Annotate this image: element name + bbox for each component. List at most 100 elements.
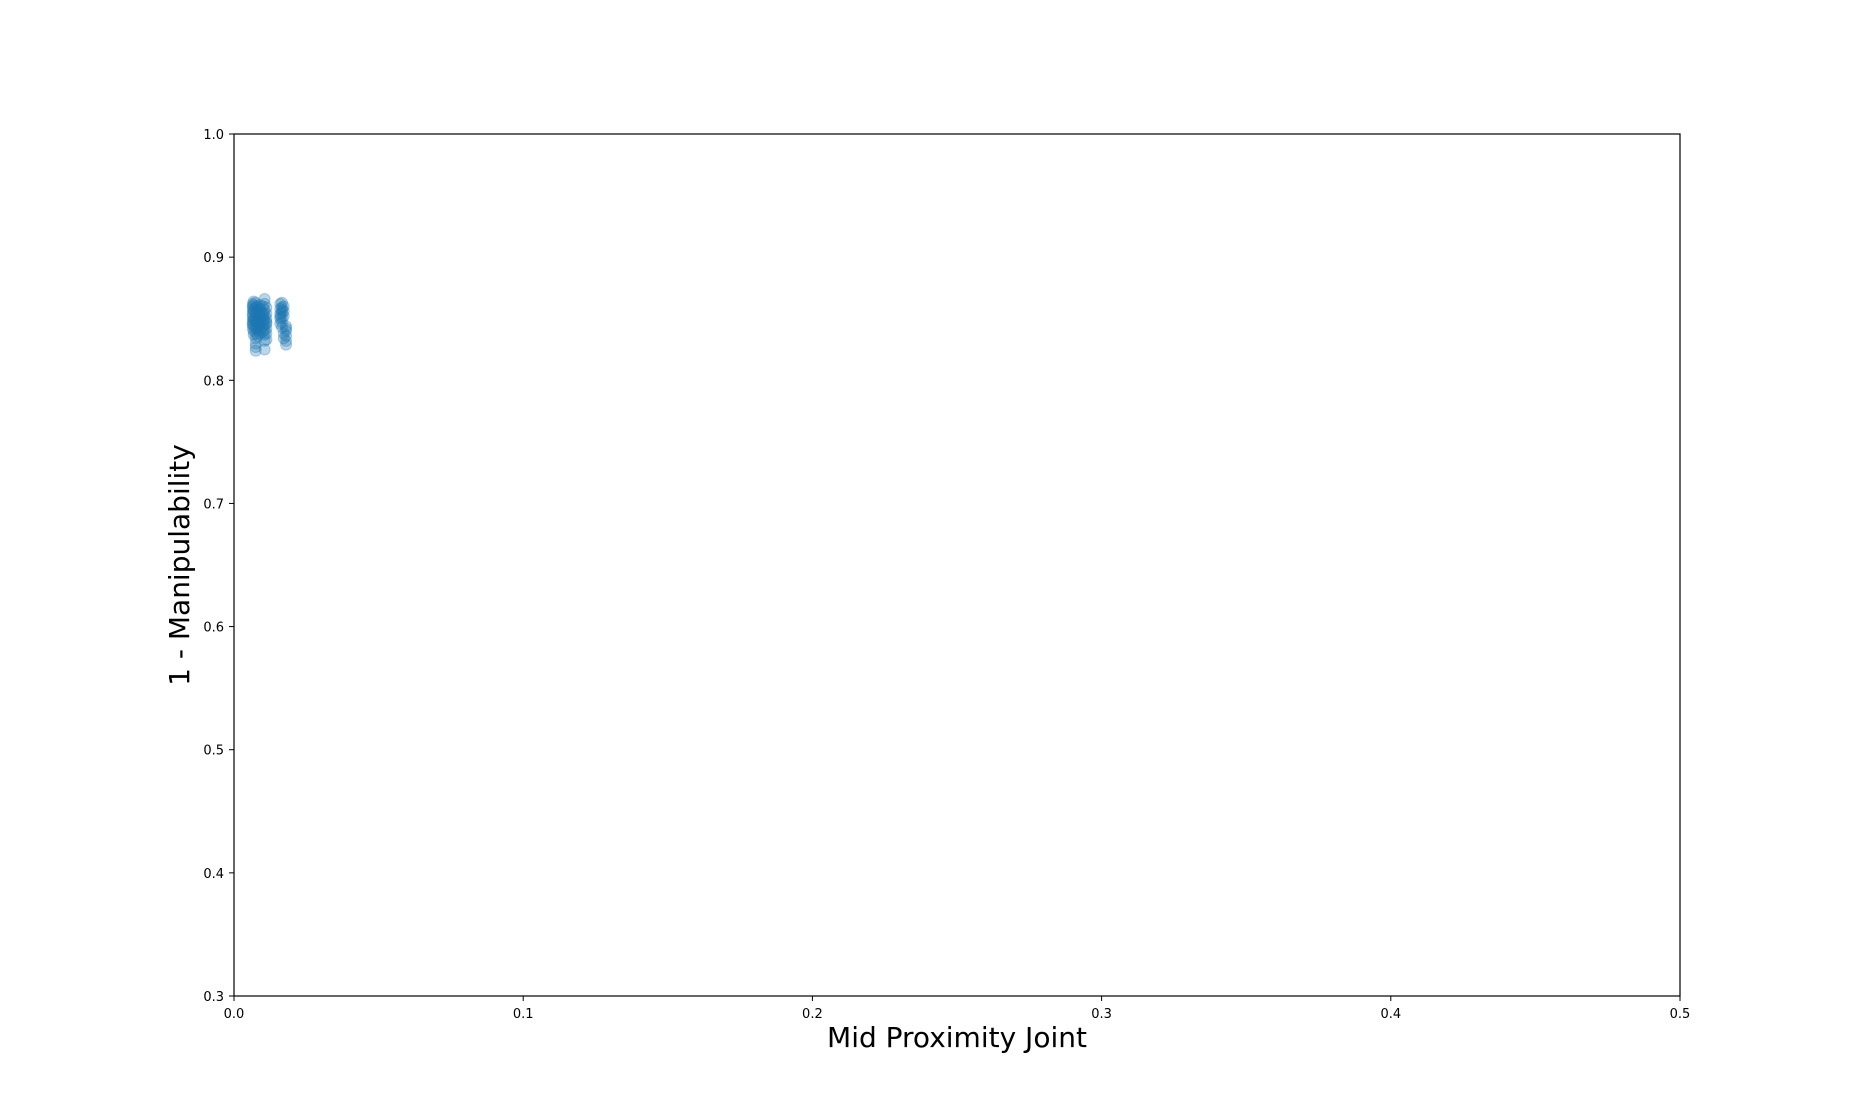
scatter-point xyxy=(251,311,264,324)
scatter-point xyxy=(277,310,290,323)
scatter-point xyxy=(277,327,290,340)
scatter-point xyxy=(254,313,267,326)
scatter-point xyxy=(246,297,259,310)
scatter-point xyxy=(258,343,271,356)
scatter-point xyxy=(246,300,259,313)
y-axis-label: 1 - Manipulability xyxy=(163,444,196,686)
scatter-point xyxy=(260,301,273,314)
scatter-point xyxy=(260,312,273,325)
scatter-point xyxy=(280,320,293,333)
scatter-point xyxy=(246,318,259,331)
scatter-point xyxy=(247,305,260,318)
scatter-point xyxy=(280,334,293,347)
y-tick-label: 1.0 xyxy=(203,128,224,143)
scatter-point xyxy=(249,312,262,325)
scatter-point xyxy=(258,313,271,326)
scatter-point xyxy=(256,322,269,335)
scatter-point xyxy=(258,309,271,322)
scatter-point xyxy=(247,328,260,341)
scatter-point xyxy=(249,317,262,330)
scatter-point xyxy=(277,300,290,313)
scatter-point xyxy=(256,306,269,319)
scatter-point xyxy=(254,318,267,331)
x-axis-label: Mid Proximity Joint xyxy=(827,1021,1087,1054)
scatter-point xyxy=(249,296,262,309)
x-tick-label: 0.5 xyxy=(1670,1007,1691,1022)
scatter-point xyxy=(249,322,262,335)
scatter-point xyxy=(258,297,271,310)
scatter-point xyxy=(258,304,271,317)
scatter-point xyxy=(247,299,260,312)
scatter-point xyxy=(249,344,262,357)
scatter-point xyxy=(260,317,273,330)
scatter-point xyxy=(256,300,269,313)
scatter-point xyxy=(246,302,259,315)
scatter-point xyxy=(276,306,289,319)
scatter-point xyxy=(254,299,267,312)
scatter-point xyxy=(251,313,264,326)
scatter-point xyxy=(249,337,262,350)
y-tick-label: 0.5 xyxy=(203,744,224,759)
scatter-point xyxy=(251,329,264,342)
scatter-point xyxy=(249,341,262,354)
points-layer xyxy=(246,293,293,357)
y-tick-label: 0.8 xyxy=(203,374,224,389)
y-tick-label: 0.6 xyxy=(203,621,224,636)
scatter-point xyxy=(251,316,264,329)
x-axis-ticks: 0.0 0.1 0.2 0.3 0.4 0.5 xyxy=(224,996,1691,1022)
scatter-point xyxy=(254,310,267,323)
scatter-point xyxy=(251,325,264,338)
y-tick-label: 0.3 xyxy=(203,990,224,1005)
scatter-point xyxy=(276,316,289,329)
scatter-point xyxy=(280,322,293,335)
scatter-point xyxy=(254,327,267,340)
scatter-point xyxy=(274,310,287,323)
y-tick-label: 0.7 xyxy=(203,497,224,512)
scatter-point xyxy=(258,293,271,306)
scatter-point xyxy=(276,301,289,314)
scatter-point xyxy=(249,327,262,340)
scatter-point xyxy=(246,317,259,330)
scatter-point xyxy=(249,307,262,320)
y-tick-label: 0.9 xyxy=(203,251,224,266)
scatter-point xyxy=(258,318,271,331)
scatter-point xyxy=(251,304,264,317)
scatter-point xyxy=(256,311,269,324)
scatter-point xyxy=(274,307,287,320)
x-tick-label: 0.1 xyxy=(513,1007,534,1022)
scatter-point xyxy=(280,338,293,351)
scatter-point xyxy=(249,301,262,314)
scatter-point xyxy=(260,333,273,346)
scatter-point xyxy=(247,325,260,338)
scatter-point xyxy=(246,311,259,324)
scatter-point xyxy=(247,320,260,333)
scatter-point xyxy=(258,328,271,341)
scatter-point xyxy=(276,304,289,317)
x-tick-label: 0.2 xyxy=(802,1007,823,1022)
scatter-point xyxy=(260,327,273,340)
scatter-point xyxy=(246,306,259,319)
scatter-point xyxy=(277,305,290,318)
scatter-point xyxy=(256,317,269,330)
scatter-point xyxy=(246,309,259,322)
y-axis-ticks: 0.3 0.4 0.5 0.6 0.7 0.8 0.9 1.0 xyxy=(203,128,234,1005)
scatter-point xyxy=(274,312,287,325)
scatter-point xyxy=(247,295,260,308)
scatter-point xyxy=(280,325,293,338)
scatter-point xyxy=(256,326,269,339)
scatter-point xyxy=(254,302,267,315)
scatter-point xyxy=(274,302,287,315)
scatter-point xyxy=(260,307,273,320)
scatter-point xyxy=(277,332,290,345)
plot-frame xyxy=(233,133,1681,997)
scatter-point xyxy=(258,323,271,336)
scatter-point xyxy=(249,332,262,345)
scatter-point xyxy=(276,296,289,309)
scatter-point xyxy=(254,309,267,322)
scatter-point xyxy=(276,321,289,334)
scatter-point xyxy=(247,313,260,326)
scatter-point xyxy=(251,321,264,334)
plot-area xyxy=(234,134,1680,996)
